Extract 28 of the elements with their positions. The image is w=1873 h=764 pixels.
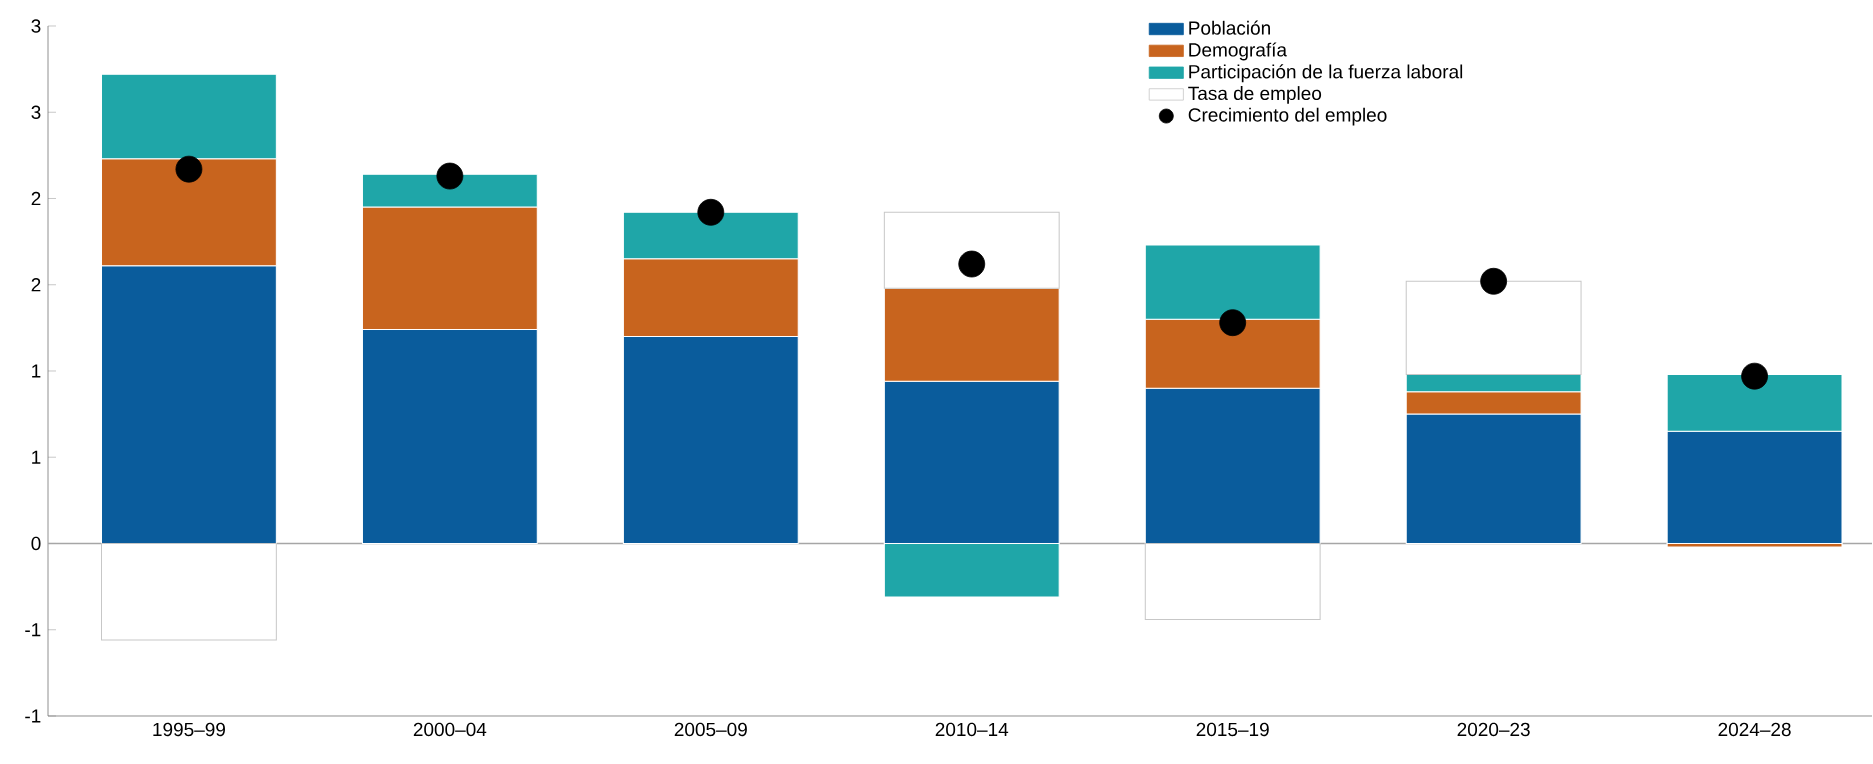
point [697, 198, 725, 226]
x-tick-label: 2010–14 [935, 722, 1009, 737]
x-tick-label: 2005–09 [674, 722, 747, 737]
legend-label: Demografía [1189, 42, 1288, 61]
y-tick-label: 3 [31, 105, 41, 119]
x-tick-label: 2015–19 [1196, 722, 1269, 737]
x-tick-label: 1995–99 [153, 722, 225, 737]
legend-label: Tasa de empleo [1188, 86, 1322, 104]
point [1219, 309, 1247, 337]
y-tick-label: 3 [31, 19, 41, 33]
legend-label: Población [1189, 20, 1270, 35]
point [958, 250, 986, 278]
point [1741, 362, 1768, 390]
point [436, 162, 464, 190]
y-tick-label: 1 [32, 450, 41, 464]
y-tick-label: 1 [32, 364, 41, 378]
point [1480, 267, 1508, 295]
y-tick-label: 2 [31, 191, 41, 206]
x-tick-label: 2024–28 [1718, 722, 1791, 737]
point [175, 155, 203, 183]
y-tick-label: 2 [31, 278, 41, 292]
x-tick-label: 2020–23 [1457, 722, 1530, 737]
y-tick-label: 0 [31, 536, 41, 551]
legend-label: Crecimiento del empleo [1188, 107, 1387, 126]
x-tick-label: 2000–04 [413, 722, 487, 737]
legend-label: Participación de la fuerza laboral [1189, 64, 1463, 83]
y-tick-label: -1 [25, 709, 41, 723]
y-tick-label: -1 [25, 623, 41, 637]
